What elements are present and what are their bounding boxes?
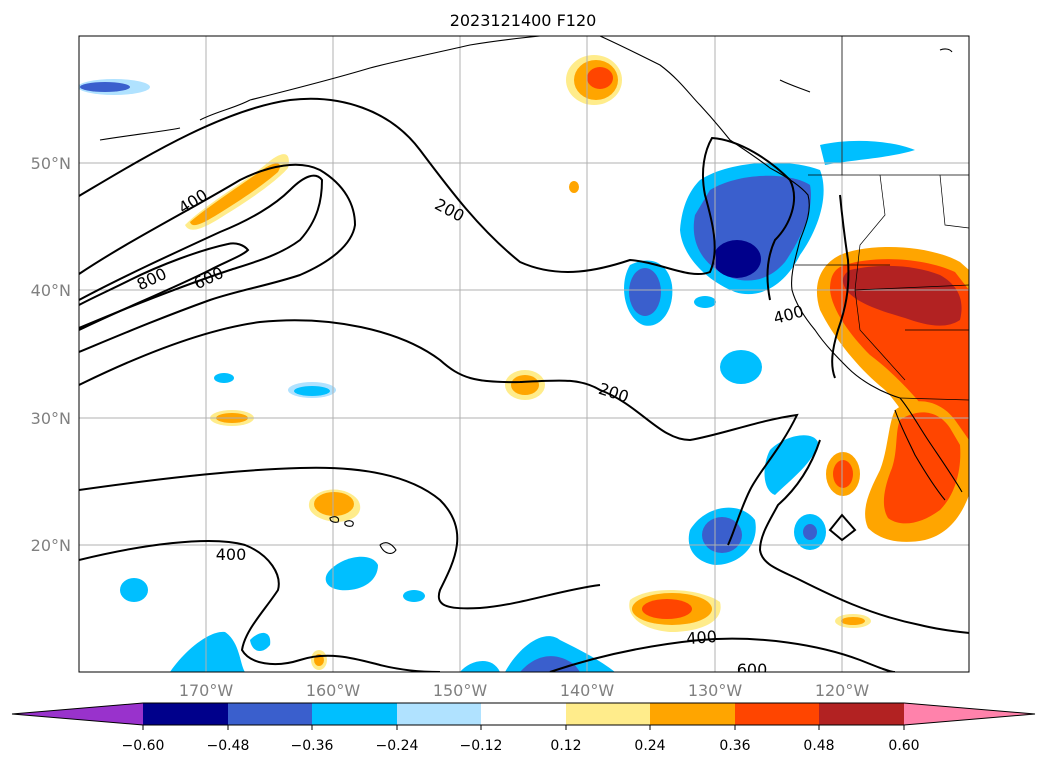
lon-tick-150w: 150°W <box>433 681 488 700</box>
anomaly-shading <box>79 55 969 672</box>
colorbar-segment <box>228 703 312 725</box>
colorbar-extend-high <box>904 703 1035 725</box>
lon-tick-120w: 120°W <box>815 681 870 700</box>
political-borders <box>795 36 969 401</box>
colorbar-segment <box>312 703 397 725</box>
colorbar-label: 0.24 <box>634 738 665 754</box>
colorbar: −0.60 −0.48 −0.36 −0.24 −0.12 0.12 0.24 … <box>11 702 1036 754</box>
map-title: 2023121400 F120 <box>450 11 597 30</box>
lat-tick-labels: 20°N 30°N 40°N 50°N <box>31 154 71 555</box>
lat-tick-40n: 40°N <box>31 281 71 300</box>
lat-tick-30n: 30°N <box>31 409 71 428</box>
height-contours <box>79 97 969 672</box>
colorbar-labels: −0.60 −0.48 −0.36 −0.24 −0.12 0.12 0.24 … <box>122 738 920 754</box>
colorbar-segment <box>650 703 735 725</box>
lon-tick-130w: 130°W <box>688 681 743 700</box>
colorbar-label: −0.60 <box>122 738 165 754</box>
contour-label-400-c: 400 <box>216 545 247 564</box>
lon-tick-140w: 140°W <box>560 681 615 700</box>
colorbar-label: 0.36 <box>719 738 750 754</box>
colorbar-label: −0.24 <box>376 738 419 754</box>
coastlines <box>99 36 963 554</box>
colorbar-segment <box>481 703 566 725</box>
contour-label-400-d: 400 <box>686 627 718 648</box>
gridlines <box>79 36 969 672</box>
colorbar-segment <box>143 703 228 725</box>
colorbar-label: −0.48 <box>207 738 250 754</box>
colorbar-label: 0.12 <box>550 738 581 754</box>
colorbar-extend-low <box>12 703 143 725</box>
lon-tick-labels: 170°W 160°W 150°W 140°W 130°W 120°W <box>179 681 870 700</box>
colorbar-label: 0.60 <box>888 738 919 754</box>
map-frame <box>78 35 970 673</box>
colorbar-label: −0.12 <box>460 738 503 754</box>
lat-tick-50n: 50°N <box>31 154 71 173</box>
lon-tick-160w: 160°W <box>306 681 361 700</box>
colorbar-segment <box>397 703 481 725</box>
colorbar-ticks <box>142 725 905 730</box>
colorbar-label: 0.48 <box>803 738 834 754</box>
map-area: 400 800 600 200 400 200 400 400 600 <box>79 36 969 679</box>
lon-tick-170w: 170°W <box>179 681 234 700</box>
lat-tick-20n: 20°N <box>31 536 71 555</box>
colorbar-segment <box>566 703 650 725</box>
colorbar-label: −0.36 <box>291 738 334 754</box>
colorbar-segment <box>819 703 904 725</box>
colorbar-segment <box>735 703 819 725</box>
contour-label-600-b: 600 <box>737 660 768 679</box>
